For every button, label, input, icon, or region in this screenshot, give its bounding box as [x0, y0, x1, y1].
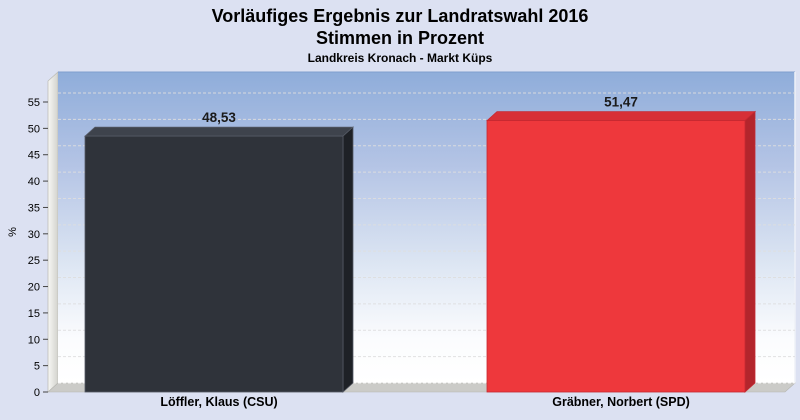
bar-top-face-2: [485, 111, 757, 122]
y-tick-label: 5: [34, 361, 40, 373]
y-tick-label: 45: [28, 150, 40, 162]
y-axis-title: %: [7, 227, 19, 237]
y-tick-label: 10: [28, 334, 40, 346]
category-label-1: Löffler, Klaus (CSU): [160, 395, 277, 409]
y-tick-label: 35: [28, 202, 40, 214]
chart-region-label: Landkreis Kronach - Markt Küps: [307, 51, 493, 65]
bar-top-face-1: [83, 126, 355, 137]
bar-side-face-2: [744, 110, 756, 393]
chart-left-wall: [47, 71, 59, 393]
bar-value-label-1: 48,53: [202, 110, 236, 125]
bar-2: [486, 120, 746, 393]
chart-title: Vorläufiges Ergebnis zur Landratswahl 20…: [211, 6, 589, 26]
y-tick-label: 30: [28, 229, 40, 241]
y-tick-label: 40: [28, 176, 40, 188]
y-tick-label: 15: [28, 308, 40, 320]
y-tick-label: 25: [28, 255, 40, 267]
chart-subtitle: Stimmen in Prozent: [315, 28, 485, 48]
bar-side-face-1: [342, 126, 354, 393]
category-label-2: Gräbner, Norbert (SPD): [552, 395, 690, 409]
y-tick-label: 0: [34, 387, 40, 399]
chart-header: Vorläufiges Ergebnis zur Landratswahl 20…: [0, 5, 800, 65]
y-tick-label: 50: [28, 123, 40, 135]
bar-1: [84, 135, 344, 393]
y-tick-label: 20: [28, 282, 40, 294]
y-tick-label: 55: [28, 97, 40, 109]
bar-value-label-2: 51,47: [604, 95, 638, 110]
